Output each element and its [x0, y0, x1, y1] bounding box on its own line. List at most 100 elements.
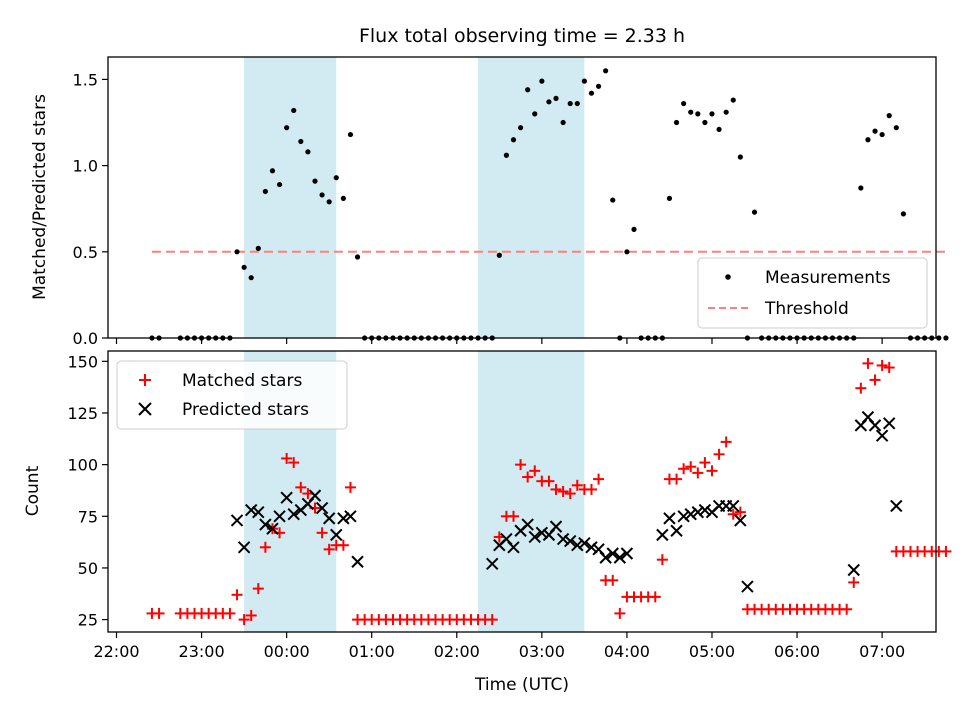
legend-matched-label: Matched stars — [182, 371, 302, 391]
predicted-x-b — [656, 528, 669, 542]
matched-star-point — [571, 479, 583, 491]
measurement-point — [553, 95, 559, 101]
measurement-point — [248, 275, 254, 281]
bottom-legend: Matched stars Predicted stars — [116, 360, 348, 430]
x-tick-label: 00:00 — [264, 642, 310, 661]
matched-star-point — [876, 359, 888, 371]
predicted-x-b — [237, 541, 251, 554]
measurement-point — [943, 335, 949, 341]
predicted-x-b — [585, 541, 598, 554]
measurement-point — [539, 78, 545, 84]
predicted-star-point — [521, 518, 534, 531]
matched-star-point — [607, 574, 619, 586]
measurement-point — [681, 100, 687, 107]
count-panel: 25 50 75 100 125 150 22:00 23:00 00:00 01:00 02:0… — [23, 350, 952, 695]
predicted-star-point — [252, 505, 265, 519]
matched-star-point — [543, 475, 555, 487]
matched-star-point — [656, 554, 668, 566]
legend-measurements-marker — [725, 274, 731, 280]
measurement-point — [291, 107, 297, 114]
measurement-point — [709, 111, 715, 117]
measurement-point — [631, 226, 637, 232]
matched-star-point — [252, 583, 264, 595]
predicted-x-b — [741, 580, 754, 593]
measurement-point — [510, 137, 517, 143]
matched-star-point — [869, 374, 881, 386]
predicted-star-point — [599, 551, 612, 564]
predicted-star-point — [677, 510, 690, 523]
measurement-point — [858, 185, 864, 191]
measurement-point — [716, 126, 722, 133]
predicted-x-b — [486, 557, 499, 571]
measurement-point — [751, 209, 758, 215]
top-shaded-intervals — [244, 57, 585, 338]
matched-star-point — [529, 465, 541, 477]
legend-measurements-label: Measurements — [765, 268, 891, 288]
predicted-x-b — [620, 547, 634, 560]
measurement-point — [312, 178, 318, 184]
matched-star-point — [727, 508, 739, 520]
matched-star-point — [593, 473, 605, 485]
measurement-point — [879, 131, 885, 138]
x-tick-label: 22:00 — [93, 642, 139, 661]
predicted-star-point — [344, 510, 357, 523]
y-tick-label: 1.5 — [73, 70, 98, 89]
measurement-point — [269, 168, 276, 174]
predicted-stars-points — [230, 410, 903, 593]
legend-matched-marker — [139, 374, 151, 386]
predicted-x-b — [308, 489, 322, 502]
legend-predicted-label: Predicted stars — [182, 400, 309, 420]
matched-star-point — [841, 603, 853, 615]
x-tick-label: 04:00 — [604, 642, 650, 661]
predicted-x-b — [677, 510, 690, 523]
measurement-point — [546, 99, 552, 105]
predicted-star-point — [528, 530, 541, 544]
predicted-x-b — [500, 532, 513, 546]
matched-star-point — [522, 471, 534, 483]
predicted-star-point — [259, 518, 272, 531]
matched-star-point — [238, 614, 250, 626]
predicted-star-point — [698, 503, 712, 517]
measurement-point — [234, 249, 240, 255]
measurement-point — [517, 125, 524, 131]
predicted-star-point — [280, 491, 293, 504]
matched-star-point — [862, 357, 874, 369]
measurement-point — [347, 131, 354, 138]
matched-star-point — [281, 452, 293, 464]
predicted-x-b — [315, 501, 329, 515]
measurement-point — [560, 119, 566, 126]
measurement-point — [673, 119, 680, 126]
matched-star-point — [883, 362, 895, 374]
measurement-point — [574, 100, 580, 107]
x-tick-label: 07:00 — [859, 642, 905, 661]
matched-star-point — [734, 506, 746, 518]
predicted-x-b — [322, 512, 336, 525]
predicted-x-b — [571, 539, 584, 552]
y-tick-label: 1.0 — [73, 157, 98, 176]
measurement-point — [666, 195, 673, 201]
matched-star-point — [692, 467, 704, 479]
predicted-star-point — [556, 532, 570, 546]
predicted-star-point — [606, 547, 619, 560]
predicted-x-b — [287, 508, 300, 521]
predicted-x-b — [663, 512, 676, 525]
matched-star-point — [224, 607, 236, 619]
predicted-star-point — [620, 547, 634, 560]
matched-star-point — [231, 589, 243, 601]
predicted-x-b — [670, 524, 683, 537]
predicted-star-point — [670, 524, 683, 537]
y-tick-label: 150 — [67, 352, 98, 371]
predicted-x-b — [556, 532, 570, 546]
predicted-star-point — [684, 508, 697, 521]
y-tick-label: 0.5 — [73, 243, 98, 262]
predicted-star-point — [507, 541, 520, 554]
matched-star-point — [507, 510, 519, 522]
measurement-point — [255, 245, 261, 251]
predicted-star-point — [230, 514, 244, 527]
matched-star-point — [564, 488, 576, 500]
predicted-x-b — [613, 551, 627, 564]
shaded-interval-2 — [478, 57, 585, 338]
predicted-x-b — [592, 543, 605, 556]
x-tick-label: 23:00 — [179, 642, 225, 661]
matched-star-point — [515, 459, 527, 471]
